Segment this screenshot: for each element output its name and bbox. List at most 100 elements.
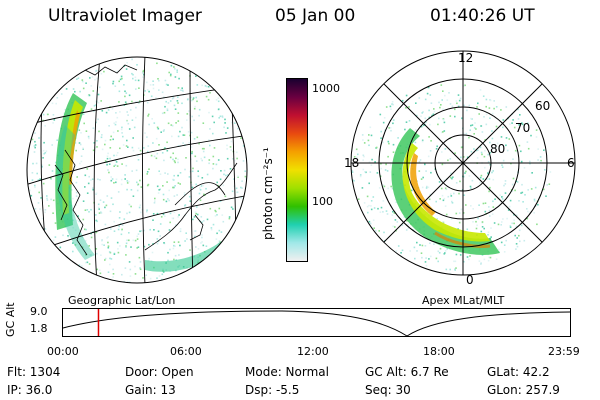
speckle-dot xyxy=(166,149,169,152)
speckle-dot xyxy=(180,89,182,91)
timeline-ylabel: GC Alt xyxy=(4,302,17,337)
speckle-dot xyxy=(153,229,155,231)
speckle-dot xyxy=(171,217,174,220)
speckle-dot xyxy=(104,257,107,260)
x-tick-1200: 12:00 xyxy=(297,345,329,358)
speckle-dot xyxy=(113,182,115,184)
speckle-dot xyxy=(509,226,512,228)
speckle-dot xyxy=(488,178,491,180)
speckle-dot xyxy=(56,97,59,99)
speckle-dot xyxy=(391,103,393,105)
speckle-dot xyxy=(67,236,70,238)
speckle-dot xyxy=(492,178,495,181)
speckle-dot xyxy=(215,210,217,213)
speckle-dot xyxy=(43,152,45,155)
speckle-dot xyxy=(139,179,141,182)
ip-value: IP: 36.0 xyxy=(7,383,53,397)
speckle-dot xyxy=(396,221,399,223)
speckle-dot xyxy=(42,113,45,116)
speckle-dot xyxy=(93,110,95,113)
speckle-dot xyxy=(132,73,134,76)
speckle-dot xyxy=(442,199,445,202)
speckle-dot xyxy=(161,91,164,94)
speckle-dot xyxy=(229,146,232,148)
speckle-dot xyxy=(184,240,186,242)
speckle-dot xyxy=(485,98,488,101)
speckle-dot xyxy=(466,156,469,159)
speckle-dot xyxy=(230,140,233,143)
speckle-dot xyxy=(472,208,474,210)
speckle-dot xyxy=(440,187,443,190)
speckle-dot xyxy=(392,143,395,146)
speckle-dot xyxy=(97,178,99,181)
speckle-dot xyxy=(124,267,127,269)
speckle-dot xyxy=(485,123,488,126)
speckle-dot xyxy=(421,244,424,247)
speckle-dot xyxy=(182,142,184,144)
speckle-dot xyxy=(60,93,63,95)
speckle-dot xyxy=(205,245,208,247)
speckle-dot xyxy=(428,198,431,201)
speckle-dot xyxy=(96,140,98,142)
speckle-dot xyxy=(369,222,372,225)
speckle-dot xyxy=(143,245,146,248)
speckle-dot xyxy=(176,100,179,102)
speckle-dot xyxy=(504,183,507,185)
speckle-dot xyxy=(67,235,69,237)
speckle-dot xyxy=(489,141,491,144)
speckle-dot xyxy=(154,200,156,202)
speckle-dot xyxy=(97,93,100,96)
speckle-dot xyxy=(174,108,177,110)
speckle-dot xyxy=(503,184,505,187)
speckle-dot xyxy=(173,211,176,213)
speckle-dot xyxy=(543,188,545,191)
speckle-dot xyxy=(128,211,131,214)
speckle-dot xyxy=(427,155,430,158)
speckle-dot xyxy=(112,268,114,271)
speckle-dot xyxy=(363,202,366,204)
speckle-dot xyxy=(527,189,529,191)
speckle-dot xyxy=(113,230,116,232)
speckle-dot xyxy=(420,178,423,180)
speckle-dot xyxy=(175,224,177,226)
speckle-dot xyxy=(113,154,115,157)
speckle-dot xyxy=(43,141,45,144)
speckle-dot xyxy=(179,172,182,174)
speckle-dot xyxy=(507,209,510,211)
speckle-dot xyxy=(74,229,77,232)
speckle-dot xyxy=(502,218,504,220)
speckle-dot xyxy=(424,261,427,263)
speckle-dot xyxy=(188,176,191,178)
speckle-dot xyxy=(201,221,203,223)
speckle-dot xyxy=(132,137,134,139)
speckle-dot xyxy=(476,106,478,108)
speckle-dot xyxy=(170,124,173,126)
speckle-dot xyxy=(501,221,503,223)
speckle-dot xyxy=(224,118,226,121)
speckle-dot xyxy=(222,220,225,223)
speckle-dot xyxy=(203,193,205,196)
speckle-dot xyxy=(145,274,147,276)
lat-label-80: 80 xyxy=(490,142,505,156)
speckle-dot xyxy=(468,258,470,261)
speckle-dot xyxy=(408,120,411,122)
speckle-dot xyxy=(462,85,465,87)
speckle-dot xyxy=(153,202,156,204)
speckle-dot xyxy=(156,277,158,279)
speckle-dot xyxy=(194,235,196,238)
speckle-dot xyxy=(191,184,193,186)
speckle-dot xyxy=(357,198,360,200)
speckle-dot xyxy=(124,101,127,103)
speckle-dot xyxy=(436,145,438,148)
speckle-dot xyxy=(158,144,160,146)
speckle-dot xyxy=(110,176,112,178)
speckle-dot xyxy=(441,221,444,223)
speckle-dot xyxy=(209,91,211,94)
speckle-dot xyxy=(140,186,143,188)
speckle-dot xyxy=(368,134,370,136)
speckle-dot xyxy=(435,200,437,203)
speckle-dot xyxy=(441,151,443,153)
speckle-dot xyxy=(38,191,40,194)
apex-coord-label: Apex MLat/MLT xyxy=(422,294,505,307)
speckle-dot xyxy=(208,111,210,114)
